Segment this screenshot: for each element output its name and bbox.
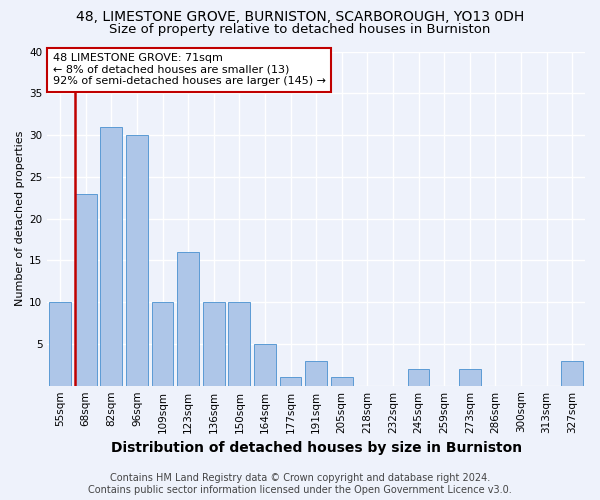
Bar — [100, 126, 122, 386]
Bar — [459, 369, 481, 386]
Bar — [407, 369, 430, 386]
Bar — [331, 378, 353, 386]
Bar — [49, 302, 71, 386]
Bar — [280, 378, 301, 386]
X-axis label: Distribution of detached houses by size in Burniston: Distribution of detached houses by size … — [110, 441, 522, 455]
Text: Size of property relative to detached houses in Burniston: Size of property relative to detached ho… — [109, 22, 491, 36]
Y-axis label: Number of detached properties: Number of detached properties — [15, 131, 25, 306]
Bar — [126, 135, 148, 386]
Bar — [75, 194, 97, 386]
Bar — [177, 252, 199, 386]
Text: Contains HM Land Registry data © Crown copyright and database right 2024.
Contai: Contains HM Land Registry data © Crown c… — [88, 474, 512, 495]
Text: 48 LIMESTONE GROVE: 71sqm
← 8% of detached houses are smaller (13)
92% of semi-d: 48 LIMESTONE GROVE: 71sqm ← 8% of detach… — [53, 53, 326, 86]
Bar — [152, 302, 173, 386]
Bar — [203, 302, 224, 386]
Bar — [229, 302, 250, 386]
Bar — [305, 360, 327, 386]
Bar — [562, 360, 583, 386]
Text: 48, LIMESTONE GROVE, BURNISTON, SCARBOROUGH, YO13 0DH: 48, LIMESTONE GROVE, BURNISTON, SCARBORO… — [76, 10, 524, 24]
Bar — [254, 344, 276, 386]
